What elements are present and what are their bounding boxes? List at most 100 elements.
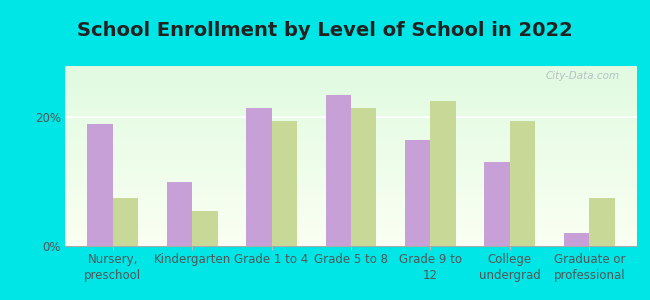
Bar	[65, 94, 637, 96]
Bar	[65, 178, 637, 180]
Bar	[166, 182, 192, 246]
Bar	[65, 231, 637, 232]
Bar	[65, 186, 637, 188]
Bar	[65, 129, 637, 130]
Bar	[65, 188, 637, 189]
Bar	[65, 207, 637, 208]
Bar	[65, 160, 637, 162]
Bar	[65, 228, 637, 230]
Bar	[65, 226, 637, 228]
Bar	[65, 130, 637, 132]
Bar	[65, 236, 637, 237]
Bar	[65, 144, 637, 146]
Bar	[65, 92, 637, 93]
Bar	[65, 162, 637, 164]
Bar	[65, 172, 637, 174]
Bar	[65, 192, 637, 194]
Bar	[65, 208, 637, 210]
Bar	[65, 177, 637, 178]
Bar	[65, 242, 637, 243]
Bar	[326, 95, 351, 246]
Bar	[65, 84, 637, 86]
Bar	[65, 224, 637, 225]
Bar	[65, 116, 637, 117]
Bar	[484, 162, 510, 246]
Bar	[65, 232, 637, 234]
Bar	[65, 200, 637, 201]
Bar	[65, 87, 637, 88]
Bar	[65, 96, 637, 98]
Bar	[65, 243, 637, 244]
Bar	[65, 182, 637, 183]
Bar	[65, 75, 637, 76]
Bar	[87, 124, 112, 246]
Bar	[65, 111, 637, 112]
Bar	[65, 212, 637, 213]
Bar	[65, 134, 637, 135]
Bar	[564, 233, 590, 246]
Bar	[65, 154, 637, 156]
Bar	[65, 238, 637, 240]
Bar	[65, 138, 637, 140]
Bar	[65, 90, 637, 92]
Bar	[65, 76, 637, 78]
Text: City-Data.com: City-Data.com	[546, 71, 620, 81]
Bar	[65, 135, 637, 136]
Bar	[65, 132, 637, 134]
Bar	[65, 225, 637, 226]
Bar	[65, 183, 637, 184]
Bar	[430, 101, 456, 246]
Bar	[65, 142, 637, 144]
Bar	[65, 210, 637, 212]
Bar	[65, 74, 637, 75]
Bar	[65, 165, 637, 166]
Bar	[65, 222, 637, 224]
Bar	[65, 148, 637, 150]
Bar	[65, 118, 637, 120]
Bar	[65, 218, 637, 219]
Bar	[65, 152, 637, 153]
Bar	[65, 72, 637, 74]
Bar	[65, 123, 637, 124]
Bar	[65, 202, 637, 204]
Bar	[65, 105, 637, 106]
Bar	[65, 169, 637, 171]
Bar	[65, 171, 637, 172]
Bar	[65, 204, 637, 206]
Bar	[65, 196, 637, 198]
Text: School Enrollment by Level of School in 2022: School Enrollment by Level of School in …	[77, 21, 573, 40]
Bar	[65, 108, 637, 110]
Bar	[192, 211, 218, 246]
Bar	[65, 189, 637, 190]
Bar	[65, 230, 637, 231]
Bar	[65, 106, 637, 108]
Bar	[65, 114, 637, 116]
Bar	[65, 216, 637, 218]
Bar	[65, 122, 637, 123]
Bar	[65, 198, 637, 200]
Bar	[65, 70, 637, 72]
Bar	[405, 140, 430, 246]
Bar	[510, 121, 536, 246]
Bar	[65, 82, 637, 84]
Bar	[590, 198, 615, 246]
Bar	[65, 124, 637, 126]
Bar	[65, 80, 637, 81]
Bar	[65, 244, 637, 246]
Bar	[65, 153, 637, 154]
Bar	[65, 85, 637, 87]
Bar	[65, 78, 637, 80]
Bar	[351, 108, 376, 246]
Bar	[65, 180, 637, 182]
Bar	[65, 112, 637, 114]
Bar	[65, 126, 637, 128]
Bar	[65, 220, 637, 222]
Bar	[65, 214, 637, 216]
Bar	[65, 100, 637, 102]
Bar	[246, 108, 272, 246]
Bar	[65, 98, 637, 99]
Bar	[65, 158, 637, 159]
Bar	[65, 176, 637, 177]
Bar	[65, 120, 637, 122]
Bar	[65, 159, 637, 160]
